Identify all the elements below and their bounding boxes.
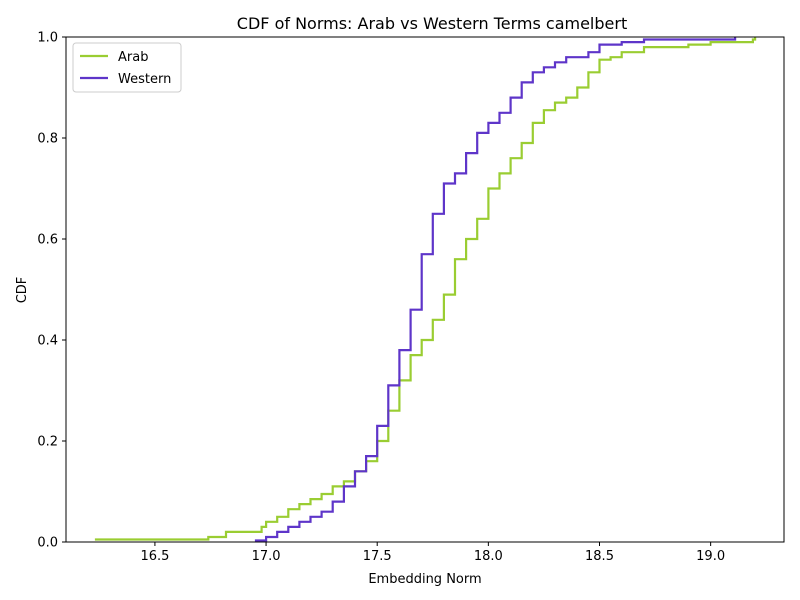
x-tick-label: 17.0 <box>252 549 281 564</box>
legend: Arab Western <box>72 42 182 93</box>
y-tick-label: 0.4 <box>37 334 58 349</box>
series-line-western <box>254 37 737 542</box>
y-axis: 0.0 0.2 0.4 0.6 0.8 1.0 <box>37 31 66 551</box>
x-axis-label: Embedding Norm <box>368 572 481 587</box>
x-tick-label: 19.0 <box>696 549 725 564</box>
plot-area <box>94 37 757 542</box>
y-tick-label: 0.0 <box>37 536 58 551</box>
series-line-arab <box>94 37 757 541</box>
y-tick-label: 0.6 <box>37 233 58 248</box>
y-tick-label: 0.2 <box>37 435 58 450</box>
x-tick-label: 18.5 <box>585 549 614 564</box>
y-tick-label: 0.8 <box>37 132 58 147</box>
x-tick-label: 18.0 <box>474 549 503 564</box>
legend-label-arab: Arab <box>118 50 148 65</box>
y-tick-label: 1.0 <box>37 31 58 46</box>
x-tick-label: 17.5 <box>363 549 392 564</box>
legend-label-western: Western <box>118 72 171 87</box>
x-tick-label: 16.5 <box>140 549 169 564</box>
x-axis: 16.5 17.0 17.5 18.0 18.5 19.0 <box>140 542 725 564</box>
chart-title: CDF of Norms: Arab vs Western Terms came… <box>237 14 627 33</box>
y-axis-label: CDF <box>15 277 30 304</box>
plot-frame <box>65 36 785 543</box>
